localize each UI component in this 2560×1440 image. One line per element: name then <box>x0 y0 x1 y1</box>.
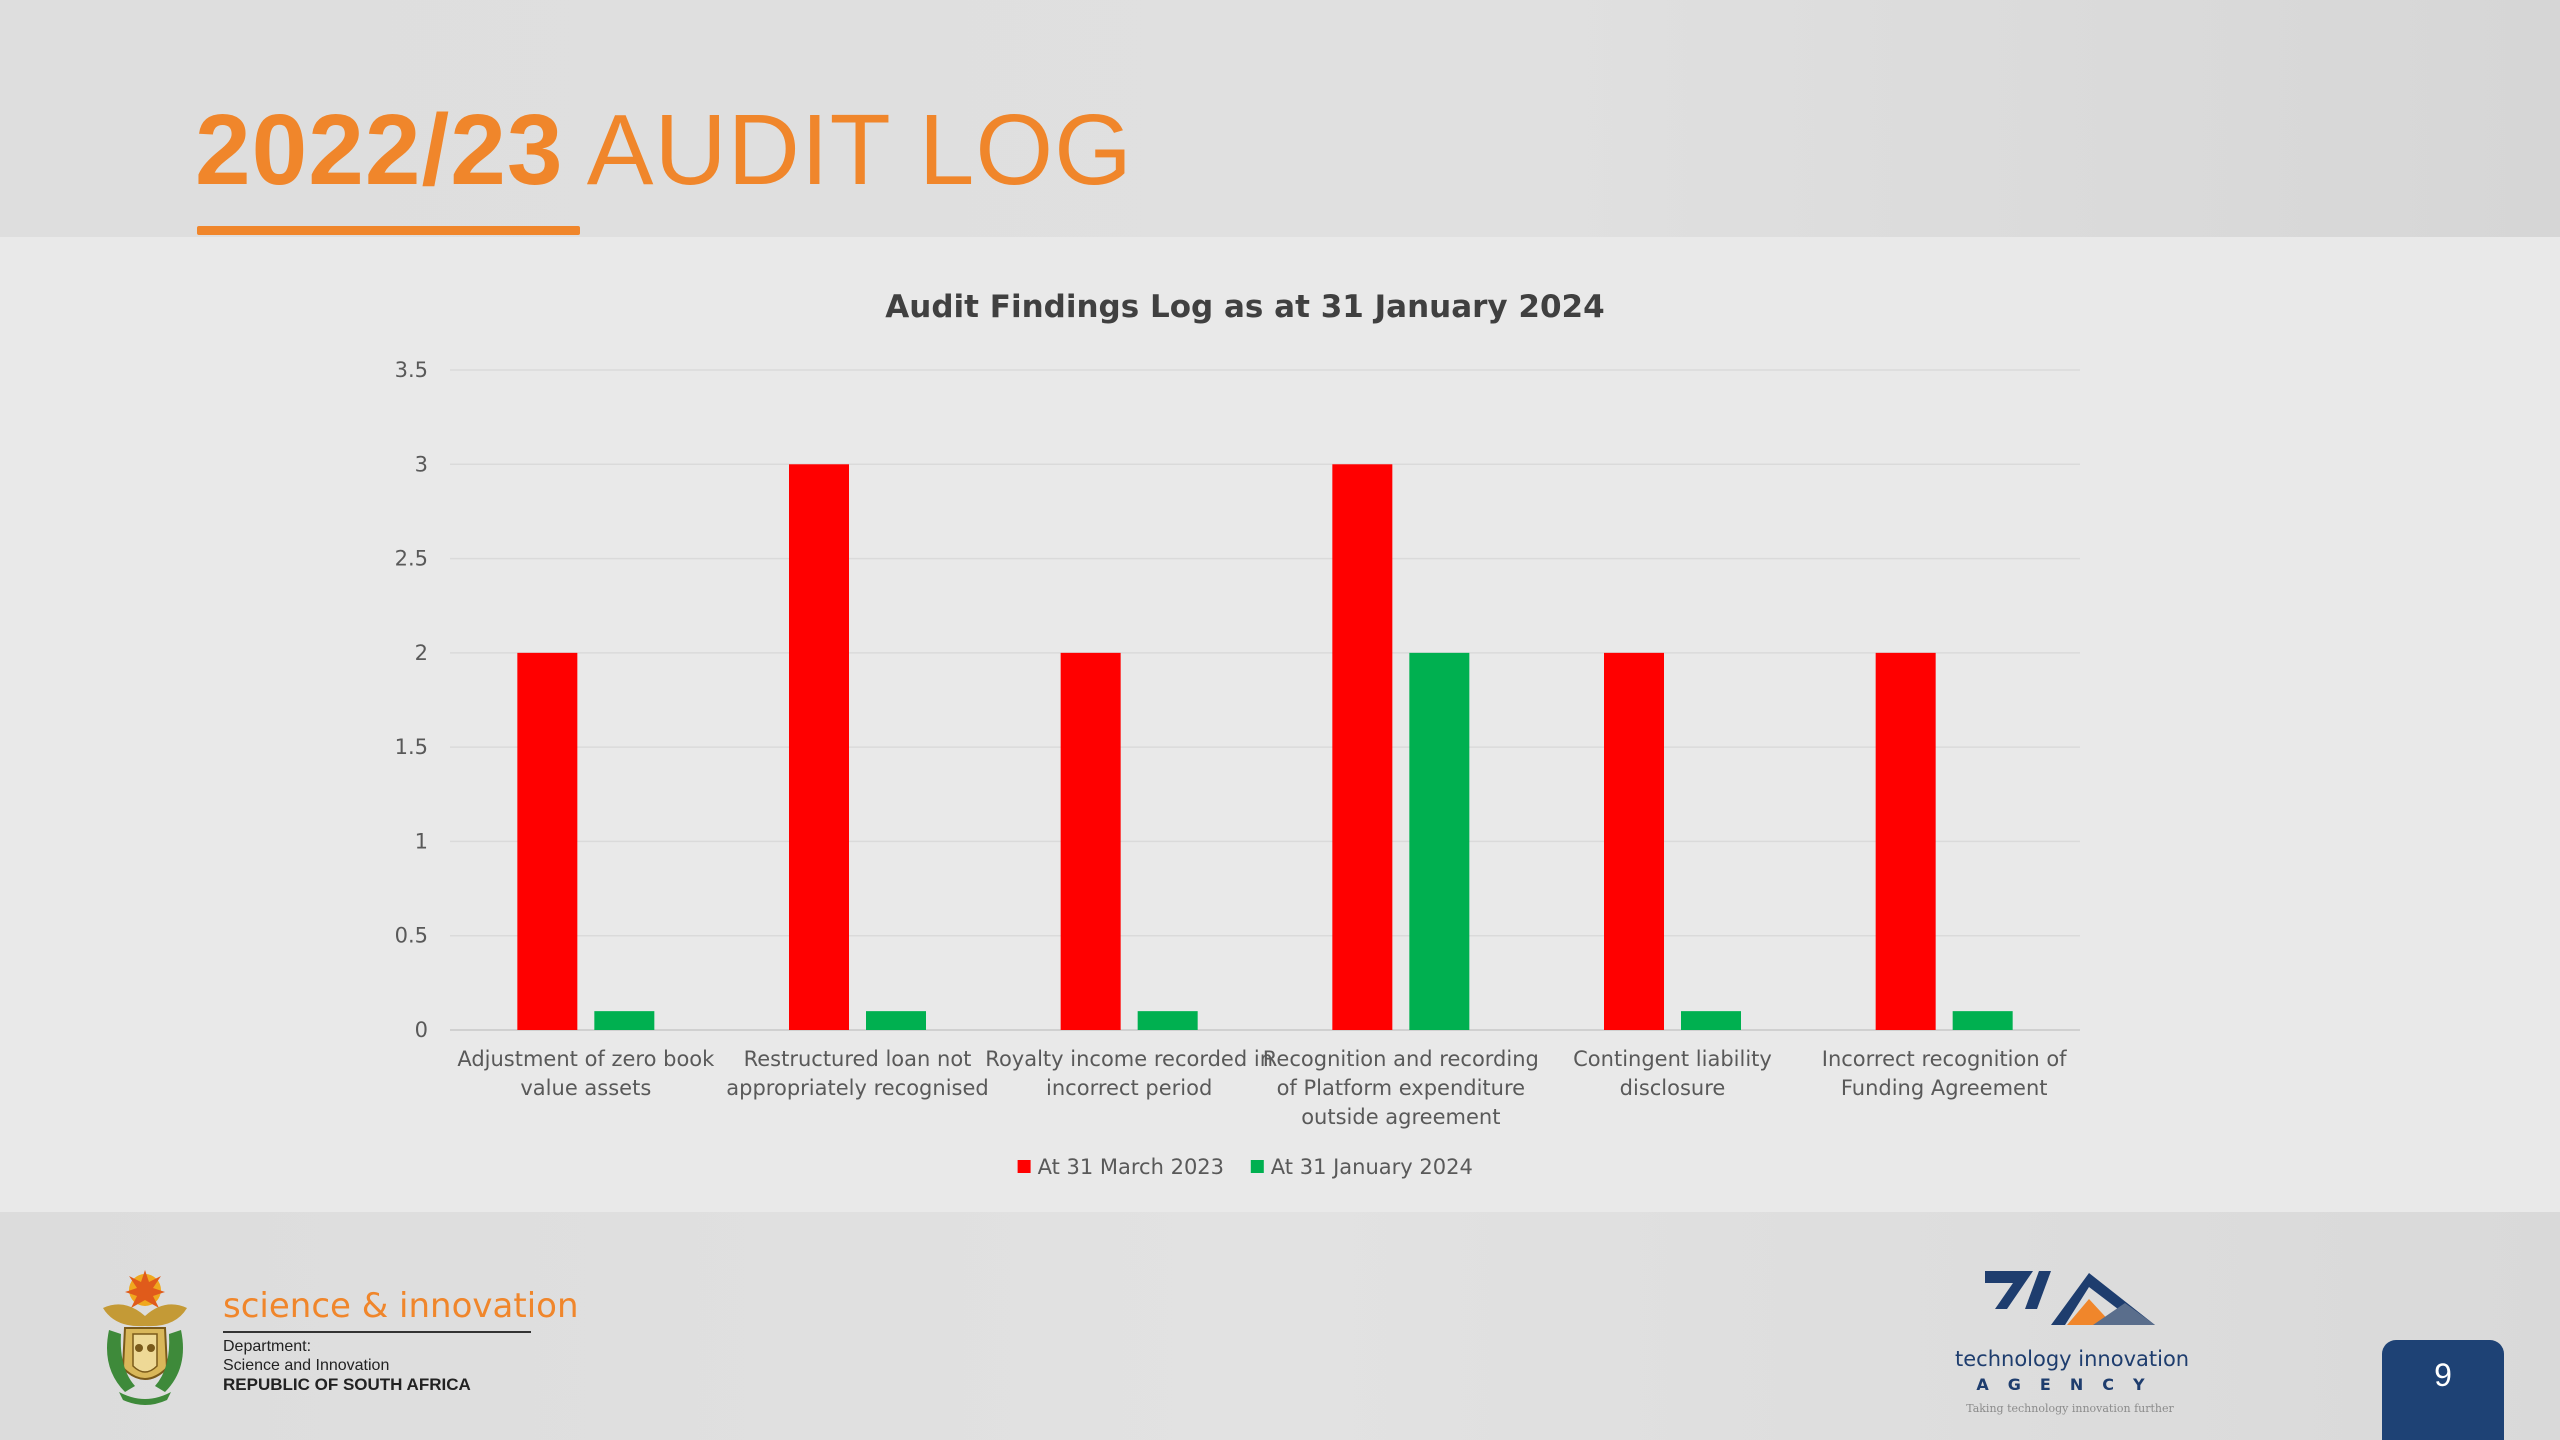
coat-of-arms-icon <box>103 1270 187 1405</box>
x-tick-label: value assets <box>520 1076 651 1100</box>
tia-name: technology innovation <box>1955 1347 2190 1371</box>
tia-logo: technology innovation AGENCY Taking tech… <box>1955 1265 2195 1425</box>
x-tick-label: Incorrect recognition of <box>1822 1047 2067 1071</box>
x-tick-label: incorrect period <box>1046 1076 1212 1100</box>
footer-band <box>0 1212 2560 1440</box>
bar-march-2023 <box>1332 464 1393 1030</box>
y-tick-label: 0 <box>415 1018 428 1042</box>
bar-january-2024 <box>1952 1011 2013 1030</box>
x-tick-label: Funding Agreement <box>1841 1076 2048 1100</box>
department-name: science & innovation <box>223 1286 579 1326</box>
x-tick-label: Recognition and recording <box>1263 1047 1539 1071</box>
bar-march-2023 <box>1604 652 1664 1030</box>
x-tick-label: appropriately recognised <box>726 1076 988 1100</box>
x-tick-label: disclosure <box>1620 1076 1726 1100</box>
header-band <box>0 0 2560 237</box>
legend-label: At 31 January 2024 <box>1271 1155 1473 1179</box>
y-tick-label: 0.5 <box>395 924 428 948</box>
tia-tagline: Taking technology innovation further <box>1966 1402 2174 1415</box>
y-tick-label: 1 <box>415 829 428 853</box>
department-line-2: Science and Innovation <box>223 1357 390 1374</box>
department-line-1: Department: <box>223 1338 312 1355</box>
bar-march-2023 <box>517 652 578 1030</box>
legend-swatch <box>1250 1160 1264 1173</box>
y-tick-label: 2 <box>415 641 428 665</box>
department-line-3: REPUBLIC OF SOUTH AFRICA <box>223 1375 471 1394</box>
slide-title: 2022/23 AUDIT LOG <box>195 95 1133 205</box>
bar-march-2023 <box>789 464 849 1030</box>
audit-findings-chart: Audit Findings Log as at 31 January 2024… <box>395 289 2080 1179</box>
bar-january-2024 <box>1681 1011 1741 1030</box>
x-tick-label: Restructured loan not <box>744 1047 972 1071</box>
page-number-badge: 9 <box>2382 1340 2504 1440</box>
x-tick-label: Adjustment of zero book <box>457 1047 715 1071</box>
bar-march-2023 <box>1060 652 1121 1030</box>
y-tick-label: 3.5 <box>395 358 428 382</box>
legend-swatch <box>1017 1160 1031 1173</box>
tia-mark-icon <box>1985 1271 2155 1325</box>
department-divider <box>223 1331 531 1333</box>
bar-january-2024 <box>1409 652 1470 1030</box>
chart-title: Audit Findings Log as at 31 January 2024 <box>885 289 1604 325</box>
y-tick-label: 2.5 <box>395 547 428 571</box>
x-tick-label: of Platform expenditure <box>1277 1076 1526 1100</box>
y-tick-label: 3 <box>415 452 428 476</box>
tia-agency-word: AGENCY <box>1976 1375 2164 1394</box>
x-tick-label: Contingent liability <box>1573 1047 1772 1071</box>
bar-march-2023 <box>1875 652 1936 1030</box>
title-underline <box>197 226 580 235</box>
chart-panel <box>0 237 2560 1212</box>
x-tick-label: outside agreement <box>1301 1105 1500 1129</box>
bar-january-2024 <box>866 1011 926 1030</box>
legend-label: At 31 March 2023 <box>1038 1155 1224 1179</box>
slide-title-year: 2022/23 <box>195 94 564 206</box>
y-tick-label: 1.5 <box>395 735 428 759</box>
bar-january-2024 <box>1137 1011 1198 1030</box>
slide-title-text: AUDIT LOG <box>586 94 1133 206</box>
department-logo: science & innovation Department: Science… <box>95 1268 579 1408</box>
x-tick-label: Royalty income recorded in <box>985 1047 1273 1071</box>
bar-january-2024 <box>594 1011 655 1030</box>
